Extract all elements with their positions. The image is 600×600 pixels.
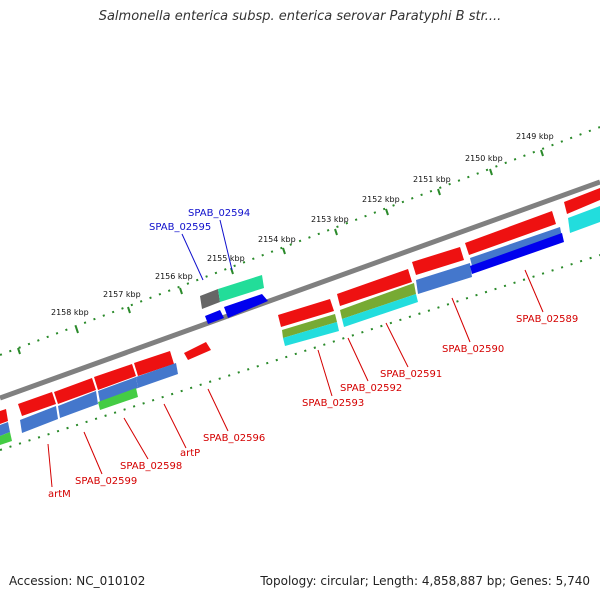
- gene-feature[interactable]: [18, 392, 56, 416]
- tick-label: 2149 kbp: [516, 132, 554, 141]
- gene-feature[interactable]: [278, 299, 334, 327]
- gene-feature[interactable]: [98, 377, 138, 402]
- gene-feature[interactable]: [136, 363, 178, 388]
- tick-label: 2156 kbp: [155, 272, 193, 281]
- label-leaders: [47, 219, 544, 488]
- gene-label[interactable]: SPAB_02594: [188, 208, 250, 219]
- gene-feature[interactable]: [134, 351, 174, 376]
- gene-feature[interactable]: [342, 294, 418, 327]
- tick-label: 2151 kbp: [413, 175, 451, 184]
- gene-feature[interactable]: [94, 364, 136, 390]
- tick-label: 2152 kbp: [362, 195, 400, 204]
- gene-feature[interactable]: [58, 391, 98, 418]
- tick-label: 2150 kbp: [465, 154, 503, 163]
- gene-feature[interactable]: [412, 247, 464, 275]
- gene-feature[interactable]: [416, 263, 472, 294]
- accession-text: Accession: NC_010102: [9, 574, 146, 588]
- gene-feature[interactable]: [564, 188, 600, 214]
- tick-label: 2157 kbp: [103, 290, 141, 299]
- tick-label: 2155 kbp: [207, 254, 245, 263]
- gene-label[interactable]: SPAB_02599: [75, 476, 137, 487]
- gene-label[interactable]: SPAB_02590: [442, 344, 504, 355]
- tick-label: 2158 kbp: [51, 308, 89, 317]
- gene-label[interactable]: SPAB_02591: [380, 369, 442, 380]
- gene-feature[interactable]: [54, 378, 96, 404]
- gene-feature[interactable]: [465, 211, 556, 255]
- tick-label: 2154 kbp: [258, 235, 296, 244]
- gene-feature[interactable]: [337, 269, 412, 306]
- gene-features-left: [0, 351, 178, 445]
- gene-feature[interactable]: [218, 275, 264, 302]
- gene-feature[interactable]: [184, 342, 211, 360]
- backbone: [0, 179, 600, 401]
- summary-text: Topology: circular; Length: 4,858,887 bp…: [260, 574, 590, 588]
- tick-label: 2153 kbp: [311, 215, 349, 224]
- gene-label[interactable]: SPAB_02595: [149, 222, 211, 233]
- gene-features-right: [278, 188, 600, 346]
- gene-label[interactable]: SPAB_02596: [203, 433, 265, 444]
- gene-feature[interactable]: [283, 322, 339, 346]
- gene-feature[interactable]: [470, 233, 564, 274]
- gene-feature[interactable]: [20, 406, 58, 433]
- gene-label[interactable]: SPAB_02593: [302, 398, 364, 409]
- gene-label[interactable]: SPAB_02589: [516, 314, 578, 325]
- kbp-track-outer: [0, 126, 600, 356]
- gene-feature[interactable]: [224, 294, 268, 318]
- gene-feature[interactable]: [340, 283, 416, 319]
- gene-feature[interactable]: [98, 388, 138, 410]
- gene-feature[interactable]: [205, 310, 224, 324]
- gene-feature[interactable]: [0, 422, 10, 436]
- gene-label[interactable]: artM: [48, 489, 71, 500]
- gene-feature[interactable]: [568, 206, 600, 233]
- gene-feature[interactable]: [0, 409, 8, 424]
- major-ticks: [17, 149, 544, 355]
- gene-label[interactable]: SPAB_02598: [120, 461, 182, 472]
- gene-feature[interactable]: [282, 314, 337, 338]
- gene-features-upper: [184, 275, 268, 360]
- gene-label[interactable]: artP: [180, 448, 200, 459]
- gene-feature[interactable]: [470, 227, 562, 266]
- gene-feature[interactable]: [200, 289, 220, 309]
- gene-label[interactable]: SPAB_02592: [340, 383, 402, 394]
- kbp-track-inner: [0, 254, 600, 451]
- gene-feature[interactable]: [0, 432, 12, 445]
- map-title: Salmonella enterica subsp. enterica sero…: [98, 9, 502, 24]
